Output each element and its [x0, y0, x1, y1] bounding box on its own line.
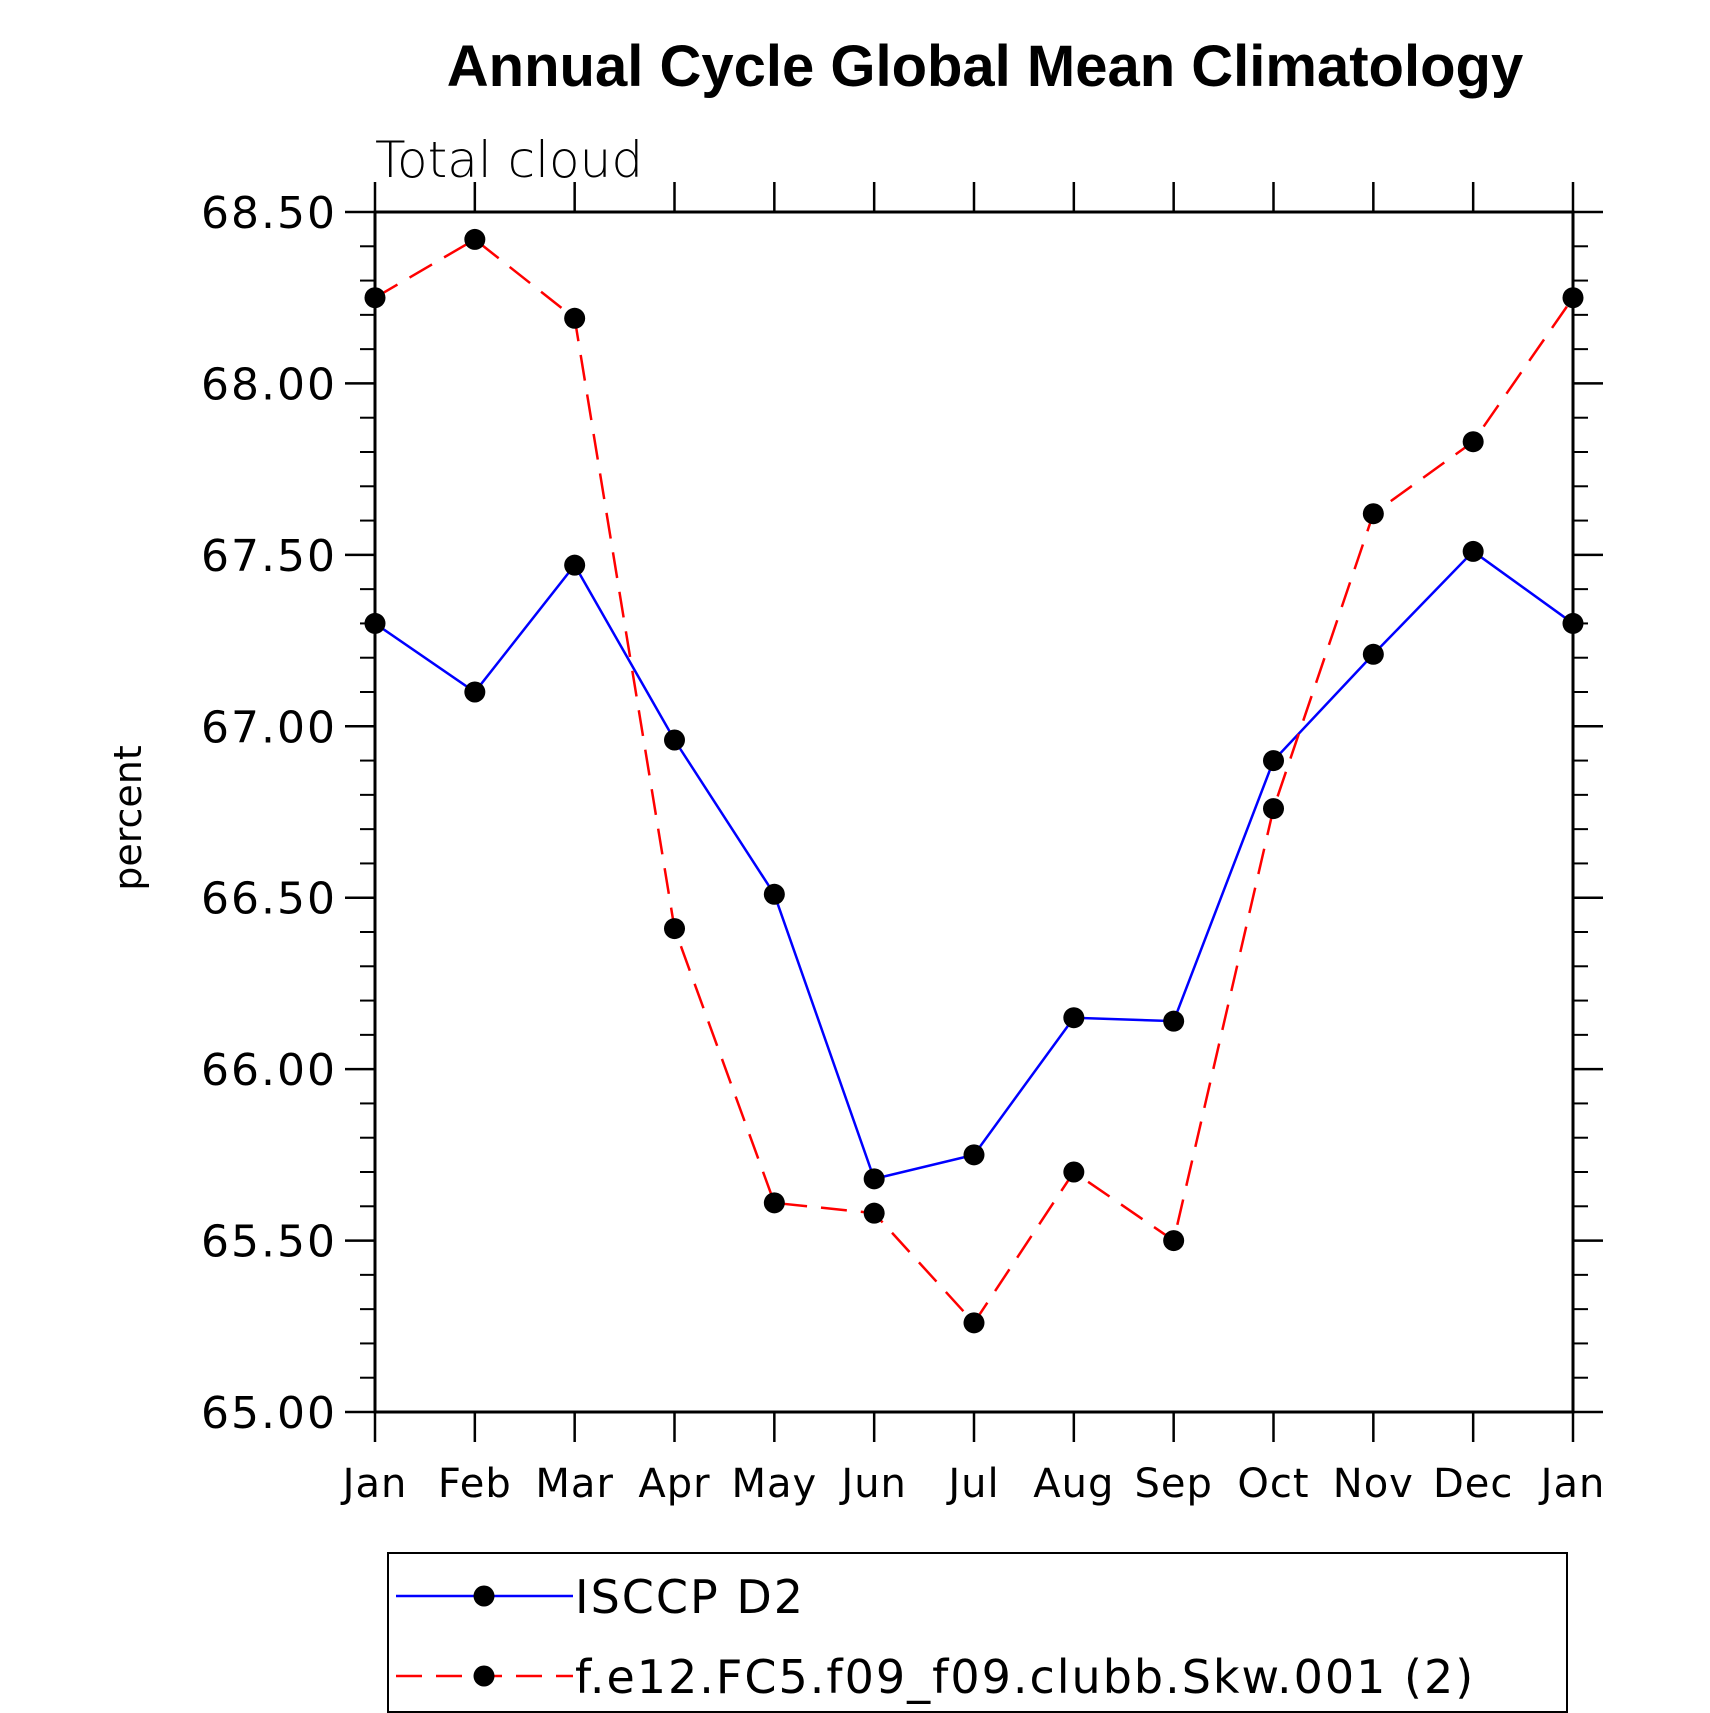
- x-tick-label: Apr: [638, 1461, 710, 1507]
- series-1-point-oct: [1263, 750, 1284, 772]
- x-tick-label: Jan: [1538, 1461, 1606, 1507]
- chart-subtitle: Total cloud: [375, 131, 643, 189]
- x-tick-label: Dec: [1433, 1461, 1513, 1507]
- series-2-point-may: [763, 1192, 785, 1214]
- series-1-point-sep: [1163, 1010, 1185, 1032]
- y-tick-label: 66.50: [201, 874, 337, 925]
- legend-label-2: f.e12.FC5.f09_f09.clubb.Skw.001 (2): [575, 1650, 1475, 1704]
- x-tick-label: Aug: [1033, 1461, 1114, 1507]
- x-tick-label: May: [731, 1461, 817, 1507]
- chart-title: Annual Cycle Global Mean Climatology: [447, 34, 1523, 99]
- series-layer: [364, 228, 1584, 1334]
- series-1-point-dec: [1462, 540, 1484, 562]
- series-2-point-jan: [364, 287, 386, 309]
- x-tick-label: Jun: [838, 1461, 907, 1507]
- x-tick-label: Feb: [438, 1461, 512, 1507]
- x-tick-label: Mar: [535, 1461, 613, 1507]
- series-1-point-jan: [364, 612, 386, 634]
- series-1-point-aug: [1063, 1007, 1085, 1029]
- series-2-point-jan: [1562, 287, 1584, 309]
- legend: ISCCP D2 f.e12.FC5.f09_f09.clubb.Skw.001 …: [387, 1552, 1568, 1713]
- series-1-point-jun: [863, 1168, 885, 1190]
- series-2-point-apr: [664, 918, 685, 940]
- y-tick-label: 66.00: [201, 1045, 337, 1096]
- series-1-point-may: [763, 883, 785, 905]
- x-tick-label: Nov: [1333, 1461, 1414, 1507]
- axes: 65.00 65.50 66.00 66.50 67.00 67.50 68.00 68.50…: [201, 182, 1606, 1507]
- y-tick-label: 68.00: [201, 359, 337, 410]
- legend-box: [387, 1552, 1568, 1713]
- series-2-point-mar: [564, 307, 586, 329]
- x-tick-label: Sep: [1134, 1461, 1212, 1507]
- y-tick-label: 65.50: [201, 1217, 337, 1268]
- y-tick-label: 65.00: [201, 1388, 337, 1439]
- legend-marker-1: [473, 1585, 495, 1607]
- plot-frame: [373, 210, 1575, 1414]
- series-1-point-feb: [464, 681, 486, 703]
- series-2-point-aug: [1063, 1161, 1085, 1183]
- series-1-point-mar: [564, 554, 586, 576]
- x-tick-label: Jan: [340, 1461, 408, 1507]
- series-1-point-jul: [963, 1144, 985, 1166]
- series-2-point-feb: [464, 228, 486, 250]
- series-1-point-nov: [1362, 643, 1384, 665]
- series-2-point-dec: [1462, 431, 1484, 453]
- y-tick-label: 68.50: [201, 188, 337, 239]
- series-line-1: [374, 549, 1574, 1181]
- series-1-point-jan: [1562, 612, 1584, 634]
- y-tick-label: 67.50: [201, 531, 337, 582]
- series-2-point-sep: [1163, 1230, 1185, 1252]
- legend-marker-2: [473, 1665, 495, 1687]
- series-1-point-apr: [664, 729, 685, 751]
- series-2-point-jul: [963, 1312, 985, 1334]
- x-tick-label: Jul: [945, 1461, 999, 1507]
- series-2-point-jun: [863, 1202, 885, 1224]
- series-2: [364, 228, 1584, 1334]
- y-axis-label: percent: [106, 745, 150, 891]
- y-tick-label: 67.00: [201, 702, 337, 753]
- x-tick-label: Oct: [1237, 1461, 1309, 1507]
- legend-label-1: ISCCP D2: [575, 1570, 805, 1624]
- series-1: [364, 540, 1584, 1190]
- series-2-point-nov: [1362, 503, 1384, 525]
- series-2-point-oct: [1263, 798, 1284, 820]
